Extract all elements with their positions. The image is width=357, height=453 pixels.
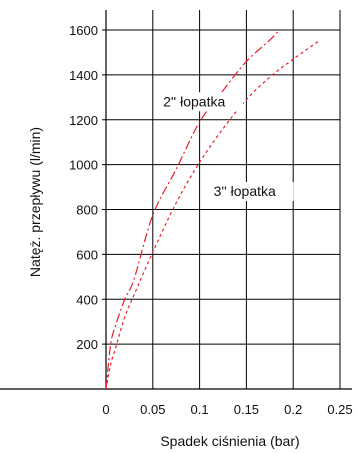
annotation-background	[209, 182, 294, 202]
y-tick-label: 1600	[69, 23, 98, 38]
series-lines	[105, 29, 319, 390]
annotation-2in-blade: 2'' łopatka	[163, 93, 225, 109]
x-tick-label: 0.1	[191, 402, 209, 417]
y-tick-label: 1000	[69, 158, 98, 173]
x-tick-label: 0.05	[140, 402, 165, 417]
y-tick-label: 200	[76, 337, 98, 352]
series-3in-blade-line	[105, 40, 319, 390]
x-tick-label: 0.15	[234, 402, 259, 417]
x-tick-label: 0.2	[284, 402, 302, 417]
axes	[0, 10, 352, 390]
x-tick-label: 0.25	[327, 402, 352, 417]
annotation-background	[159, 92, 244, 112]
y-tick-label: 600	[76, 247, 98, 262]
x-tick-label: 0	[102, 402, 109, 417]
x-tick-labels: 0 0.05 0.1 0.15 0.2 0.25	[102, 402, 352, 417]
y-tick-label: 400	[76, 292, 98, 307]
annotation-3in-blade: 3'' łopatka	[214, 183, 276, 199]
annotations: 2'' łopatka 3'' łopatka	[159, 92, 294, 202]
y-tick-labels: 200 400 600 800 1000 1200 1400 1600	[69, 23, 98, 352]
grid	[106, 10, 341, 389]
y-tick-label: 800	[76, 203, 98, 218]
y-axis-label: Natęż. przepływu (l/min)	[27, 127, 43, 277]
series-2in-blade-line	[105, 29, 280, 390]
x-axis-label: Spadek ciśnienia (bar)	[160, 433, 299, 449]
y-tick-label: 1400	[69, 68, 98, 83]
y-tick-label: 1200	[69, 113, 98, 128]
